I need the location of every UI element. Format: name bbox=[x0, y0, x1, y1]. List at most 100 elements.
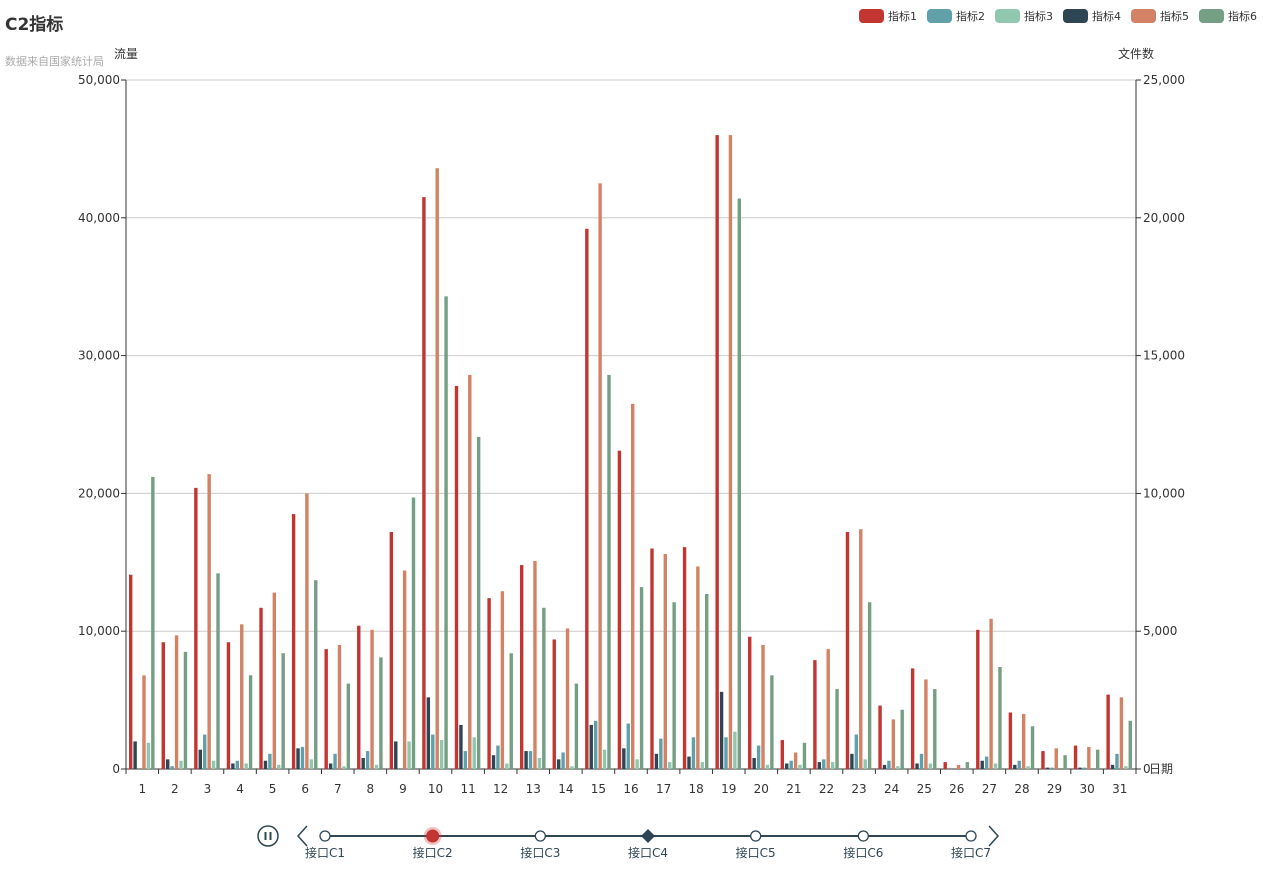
bar bbox=[487, 598, 491, 769]
bar bbox=[328, 763, 333, 769]
bar bbox=[198, 749, 202, 769]
bar bbox=[1008, 712, 1013, 769]
timeline-label[interactable]: 接口C1 bbox=[305, 845, 345, 860]
timeline-label[interactable]: 接口C4 bbox=[628, 845, 668, 860]
bar bbox=[174, 635, 179, 769]
bar bbox=[980, 760, 984, 769]
bar bbox=[672, 602, 676, 769]
legend-swatch bbox=[1199, 9, 1224, 23]
bar bbox=[1013, 764, 1017, 769]
y-right-tick-label: 5,000 bbox=[1143, 624, 1177, 638]
bar bbox=[733, 731, 737, 769]
bar bbox=[631, 403, 635, 769]
bar bbox=[211, 760, 216, 769]
bar bbox=[333, 753, 337, 769]
bar bbox=[602, 749, 607, 769]
bar bbox=[654, 753, 659, 769]
bar bbox=[891, 719, 896, 769]
bar bbox=[281, 653, 285, 769]
x-tick-label: 4 bbox=[236, 782, 244, 796]
bar bbox=[431, 734, 435, 769]
bar bbox=[1078, 767, 1082, 769]
legend-item[interactable]: 指标3 bbox=[995, 8, 1053, 24]
bar bbox=[639, 587, 644, 769]
timeline-current-node[interactable] bbox=[426, 829, 440, 843]
timeline-node[interactable] bbox=[965, 830, 977, 842]
timeline-node[interactable] bbox=[750, 830, 762, 842]
x-tick-label: 30 bbox=[1079, 782, 1094, 796]
chart-subtitle: 数据来自国家统计局 bbox=[5, 55, 104, 68]
x-tick-label: 27 bbox=[982, 782, 997, 796]
y-left-axis-label: 流量 bbox=[114, 47, 138, 61]
bar bbox=[183, 651, 188, 769]
bar bbox=[422, 197, 426, 769]
timeline-node[interactable] bbox=[534, 830, 546, 842]
x-tick-label: 31 bbox=[1112, 782, 1127, 796]
bar bbox=[370, 629, 374, 769]
chevron-right-icon[interactable] bbox=[988, 825, 1000, 847]
bar bbox=[835, 689, 839, 769]
bar bbox=[552, 639, 556, 769]
bar bbox=[896, 766, 900, 769]
pause-icon[interactable] bbox=[257, 825, 279, 847]
x-tick-label: 2 bbox=[171, 782, 179, 796]
bar bbox=[244, 763, 248, 769]
bar bbox=[394, 741, 398, 769]
bar bbox=[509, 653, 513, 769]
timeline-node[interactable] bbox=[857, 830, 869, 842]
bar bbox=[593, 720, 598, 769]
bar bbox=[203, 734, 207, 769]
bar bbox=[859, 529, 863, 769]
bar bbox=[756, 745, 761, 769]
bar bbox=[915, 763, 919, 769]
bar bbox=[1128, 720, 1132, 769]
bar bbox=[407, 741, 411, 769]
bar bbox=[826, 649, 830, 769]
bar bbox=[463, 751, 468, 769]
bar bbox=[715, 135, 719, 769]
chevron-left-icon[interactable] bbox=[296, 825, 308, 847]
timeline-label[interactable]: 接口C7 bbox=[951, 845, 991, 860]
legend-item[interactable]: 指标4 bbox=[1063, 8, 1121, 24]
timeline-label[interactable]: 接口C3 bbox=[520, 845, 560, 860]
bar bbox=[231, 763, 235, 769]
x-tick-label: 8 bbox=[367, 782, 375, 796]
legend-label: 指标5 bbox=[1160, 10, 1189, 23]
bar bbox=[882, 764, 887, 769]
timeline-node[interactable] bbox=[319, 830, 331, 842]
y-left-tick-label: 40,000 bbox=[78, 211, 120, 225]
x-tick-label: 22 bbox=[819, 782, 834, 796]
bar bbox=[468, 374, 472, 769]
timeline-checkpoint[interactable] bbox=[641, 829, 655, 843]
bar bbox=[142, 675, 146, 769]
bar bbox=[589, 724, 593, 769]
y-right-tick-label: 25,000 bbox=[1143, 73, 1185, 87]
timeline-label[interactable]: 接口C6 bbox=[843, 845, 883, 860]
bar bbox=[402, 570, 407, 769]
x-tick-label: 20 bbox=[754, 782, 769, 796]
bar bbox=[296, 748, 300, 769]
legend-item[interactable]: 指标6 bbox=[1199, 8, 1257, 24]
legend-swatch bbox=[1131, 9, 1156, 23]
bar bbox=[1110, 764, 1115, 769]
bar bbox=[910, 668, 915, 769]
timeline-label[interactable]: 接口C2 bbox=[413, 845, 453, 860]
bar bbox=[607, 374, 611, 769]
bar bbox=[574, 683, 579, 769]
y-left-tick-label: 30,000 bbox=[78, 349, 120, 363]
bar bbox=[291, 514, 296, 769]
legend-item[interactable]: 指标5 bbox=[1131, 8, 1189, 24]
bar bbox=[785, 763, 789, 769]
bar bbox=[496, 745, 500, 769]
x-tick-label: 5 bbox=[269, 782, 277, 796]
bar bbox=[439, 740, 444, 769]
bar bbox=[305, 493, 309, 769]
legend-item[interactable]: 指标2 bbox=[927, 8, 985, 24]
bar bbox=[854, 734, 859, 769]
bar bbox=[993, 763, 998, 769]
bar bbox=[1045, 767, 1050, 769]
bar bbox=[346, 683, 351, 769]
legend-item[interactable]: 指标1 bbox=[859, 8, 917, 24]
bar bbox=[650, 548, 654, 769]
timeline-label[interactable]: 接口C5 bbox=[736, 845, 776, 860]
